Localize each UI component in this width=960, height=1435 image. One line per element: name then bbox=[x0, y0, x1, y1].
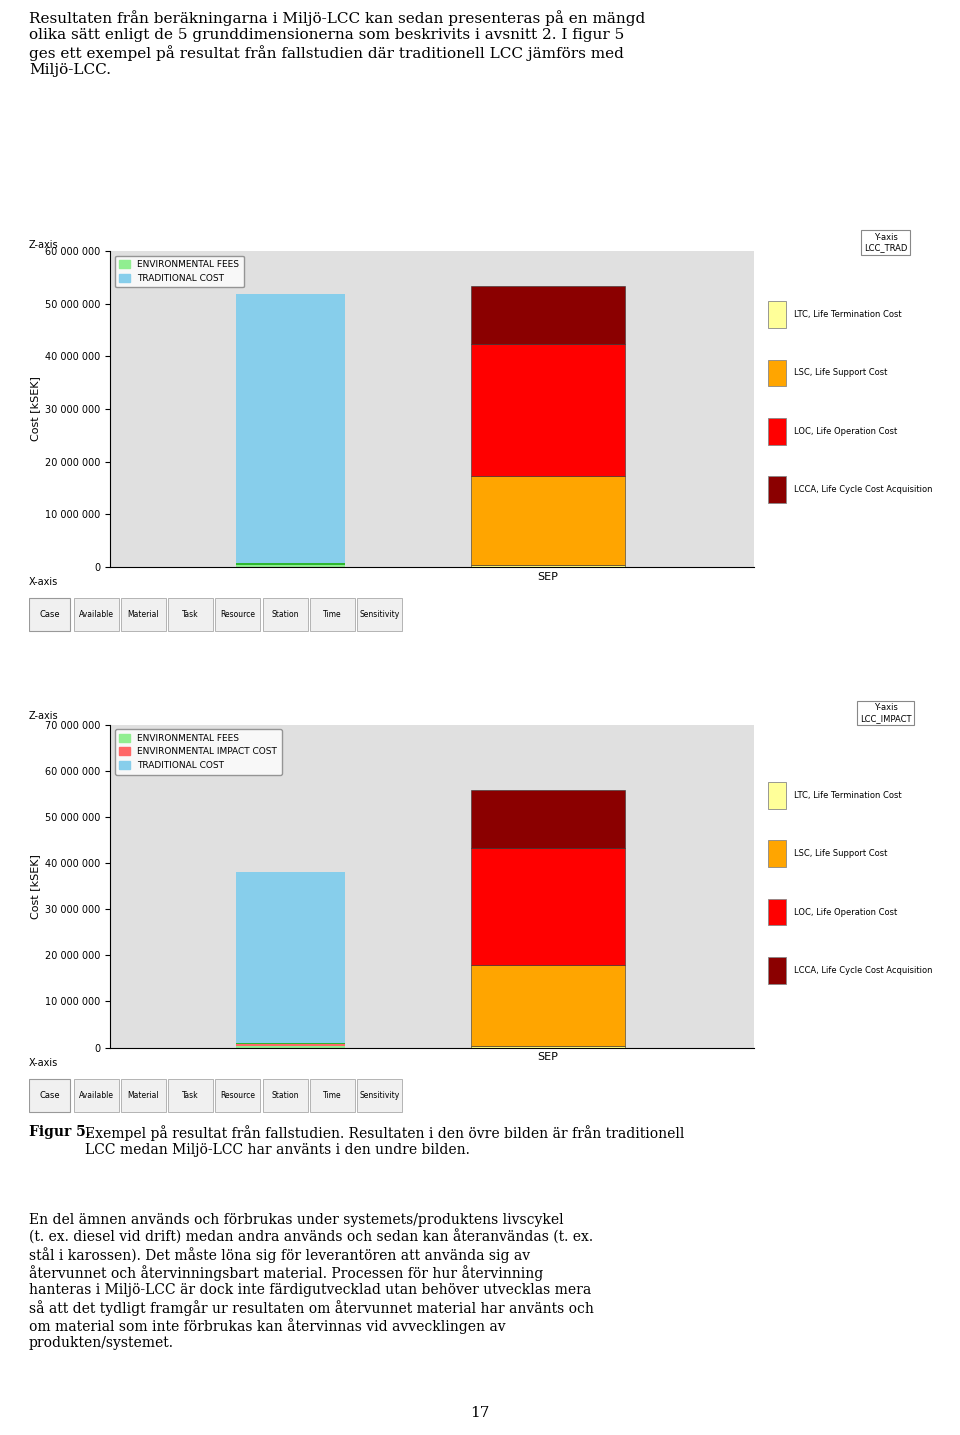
Text: LOC, Life Operation Cost: LOC, Life Operation Cost bbox=[794, 426, 897, 436]
Bar bbox=[768, 301, 786, 327]
Bar bbox=[768, 957, 786, 984]
Text: Available: Available bbox=[79, 610, 113, 620]
Bar bbox=[310, 1079, 355, 1112]
Bar bbox=[236, 1045, 346, 1046]
Text: LOC, Life Operation Cost: LOC, Life Operation Cost bbox=[794, 907, 897, 917]
Bar bbox=[236, 563, 346, 565]
Bar bbox=[768, 360, 786, 386]
Text: X-axis: X-axis bbox=[29, 1058, 58, 1068]
Text: Station: Station bbox=[272, 1091, 299, 1101]
Text: Figur 5.: Figur 5. bbox=[29, 1125, 95, 1139]
Legend: ENVIRONMENTAL FEES, ENVIRONMENTAL IMPACT COST, TRADITIONAL COST: ENVIRONMENTAL FEES, ENVIRONMENTAL IMPACT… bbox=[115, 729, 282, 775]
Bar bbox=[121, 1079, 166, 1112]
Bar bbox=[768, 418, 786, 445]
Text: Z-axis: Z-axis bbox=[29, 241, 59, 250]
Text: Resource: Resource bbox=[221, 1091, 255, 1101]
Bar bbox=[263, 598, 307, 631]
Text: LTC, Life Termination Cost: LTC, Life Termination Cost bbox=[794, 310, 901, 319]
Text: Task: Task bbox=[182, 1091, 199, 1101]
Y-axis label: Cost [kSEK]: Cost [kSEK] bbox=[30, 376, 39, 442]
Text: Material: Material bbox=[128, 610, 159, 620]
Bar bbox=[768, 841, 786, 867]
Bar bbox=[74, 598, 119, 631]
Text: Case: Case bbox=[39, 610, 60, 620]
Text: LTC, Life Termination Cost: LTC, Life Termination Cost bbox=[794, 791, 901, 799]
Text: Z-axis: Z-axis bbox=[29, 712, 59, 720]
Text: LSC, Life Support Cost: LSC, Life Support Cost bbox=[794, 369, 887, 377]
Text: LSC, Life Support Cost: LSC, Life Support Cost bbox=[794, 850, 887, 858]
Bar bbox=[74, 1079, 119, 1112]
Bar bbox=[470, 791, 625, 848]
Text: 17: 17 bbox=[470, 1406, 490, 1421]
Text: Resource: Resource bbox=[221, 610, 255, 620]
Bar bbox=[236, 294, 346, 505]
Bar bbox=[768, 898, 786, 926]
Y-axis label: Cost [kSEK]: Cost [kSEK] bbox=[30, 854, 39, 918]
Bar bbox=[768, 782, 786, 808]
Bar bbox=[236, 505, 346, 563]
Bar bbox=[470, 344, 625, 476]
Text: Y-axis
LCC_IMPACT: Y-axis LCC_IMPACT bbox=[860, 703, 911, 723]
Bar bbox=[357, 598, 402, 631]
Text: Case: Case bbox=[39, 1091, 60, 1101]
Bar bbox=[470, 966, 625, 1046]
Text: Time: Time bbox=[323, 610, 342, 620]
Bar bbox=[236, 565, 346, 567]
Bar bbox=[236, 872, 346, 983]
Text: Resultaten från beräkningarna i Miljö-LCC kan sedan presenteras på en mängd
olik: Resultaten från beräkningarna i Miljö-LC… bbox=[29, 10, 645, 76]
Bar bbox=[29, 1079, 70, 1112]
Bar bbox=[121, 598, 166, 631]
Legend: ENVIRONMENTAL FEES, TRADITIONAL COST: ENVIRONMENTAL FEES, TRADITIONAL COST bbox=[115, 255, 244, 287]
Text: X-axis: X-axis bbox=[29, 577, 58, 587]
Bar bbox=[215, 1079, 260, 1112]
Text: Available: Available bbox=[79, 1091, 113, 1101]
Text: Task: Task bbox=[182, 610, 199, 620]
Bar bbox=[470, 848, 625, 966]
Bar bbox=[263, 1079, 307, 1112]
Text: Time: Time bbox=[323, 1091, 342, 1101]
Text: En del ämnen används och förbrukas under systemets/produktens livscykel
(t. ex. : En del ämnen används och förbrukas under… bbox=[29, 1213, 593, 1350]
Bar bbox=[768, 476, 786, 504]
Bar bbox=[310, 598, 355, 631]
Text: Material: Material bbox=[128, 1091, 159, 1101]
Text: Y-axis
LCC_TRAD: Y-axis LCC_TRAD bbox=[864, 232, 907, 253]
Bar bbox=[357, 1079, 402, 1112]
Text: Station: Station bbox=[272, 610, 299, 620]
Bar bbox=[168, 598, 213, 631]
Bar bbox=[215, 598, 260, 631]
Text: LCCA, Life Cycle Cost Acquisition: LCCA, Life Cycle Cost Acquisition bbox=[794, 485, 932, 494]
Text: Sensitivity: Sensitivity bbox=[359, 610, 399, 620]
Text: LCCA, Life Cycle Cost Acquisition: LCCA, Life Cycle Cost Acquisition bbox=[794, 966, 932, 974]
Bar bbox=[236, 983, 346, 1043]
Bar bbox=[168, 1079, 213, 1112]
Bar bbox=[29, 598, 70, 631]
Text: Exempel på resultat från fallstudien. Resultaten i den övre bilden är från tradi: Exempel på resultat från fallstudien. Re… bbox=[84, 1125, 684, 1157]
Text: Sensitivity: Sensitivity bbox=[359, 1091, 399, 1101]
Bar bbox=[470, 565, 625, 567]
Bar bbox=[470, 476, 625, 565]
Bar bbox=[470, 287, 625, 344]
